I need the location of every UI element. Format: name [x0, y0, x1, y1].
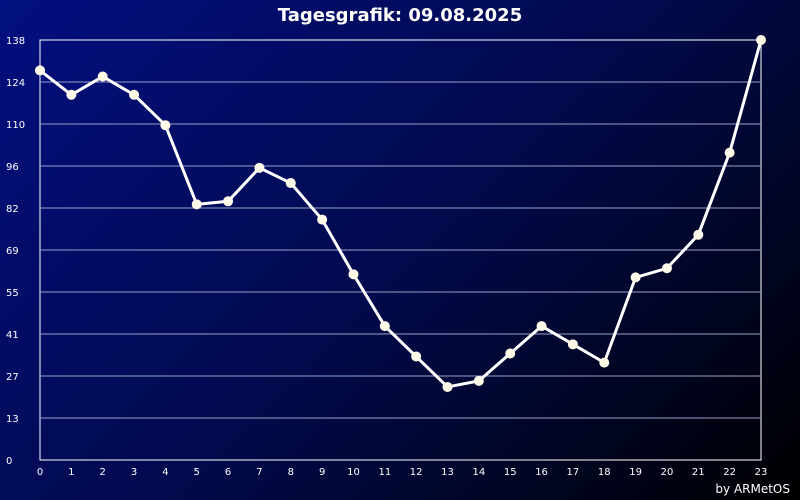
data-point [66, 89, 77, 100]
x-tick-label: 23 [755, 467, 768, 478]
x-tick-label: 15 [504, 467, 517, 478]
data-point [411, 351, 422, 362]
data-point [129, 89, 140, 100]
data-point [317, 214, 328, 225]
chart-title: Tagesgrafik: 09.08.2025 [277, 5, 523, 26]
x-tick-label: 17 [567, 467, 580, 478]
y-tick-label: 82 [6, 204, 19, 215]
data-point [379, 321, 390, 332]
y-tick-label: 124 [6, 78, 25, 89]
data-point [630, 272, 641, 283]
data-point [756, 35, 766, 45]
data-point [35, 65, 45, 76]
y-tick-label: 69 [6, 246, 19, 257]
data-point [599, 357, 610, 368]
data-point [348, 269, 359, 280]
y-tick-label: 96 [6, 162, 19, 173]
x-tick-label: 3 [131, 467, 137, 478]
x-tick-label: 20 [661, 467, 674, 478]
x-tick-label: 21 [692, 467, 705, 478]
data-point [473, 375, 484, 386]
x-tick-label: 13 [441, 467, 454, 478]
data-point [661, 263, 672, 274]
data-point [223, 196, 234, 207]
data-point [254, 162, 265, 173]
y-tick-label: 0 [6, 456, 12, 467]
x-tick-label: 6 [225, 467, 231, 478]
data-point [536, 321, 547, 332]
data-point [97, 71, 108, 82]
x-tick-label: 4 [162, 467, 168, 478]
data-point [160, 120, 171, 131]
data-point [505, 348, 516, 359]
x-tick-label: 14 [473, 467, 486, 478]
data-point [724, 147, 735, 158]
y-tick-label: 138 [6, 36, 25, 47]
y-tick-label: 55 [6, 288, 19, 299]
x-tick-label: 12 [410, 467, 423, 478]
data-point [442, 381, 453, 392]
data-point [191, 199, 202, 210]
x-tick-label: 2 [100, 467, 106, 478]
x-tick-label: 9 [319, 467, 325, 478]
y-tick-label: 13 [6, 414, 19, 425]
y-tick-label: 27 [6, 372, 19, 383]
data-points [35, 35, 766, 392]
x-tick-label: 5 [194, 467, 200, 478]
data-point [567, 339, 578, 350]
y-tick-label: 41 [6, 330, 19, 341]
x-tick-label: 19 [629, 467, 642, 478]
x-tick-label: 11 [378, 467, 391, 478]
series-line [39, 39, 763, 389]
x-tick-label: 10 [347, 467, 360, 478]
grid-lines [40, 81, 761, 419]
data-point [693, 229, 704, 240]
x-tick-label: 22 [723, 467, 736, 478]
x-tick-label: 16 [535, 467, 548, 478]
x-tick-label: 0 [37, 467, 43, 478]
y-tick-label: 110 [6, 120, 25, 131]
x-tick-label: 7 [256, 467, 262, 478]
data-point [285, 178, 296, 189]
y-axis-tick-labels: 0 13 27 41 55 69 82 96 110 124 138 [6, 36, 25, 467]
x-axis-tick-labels: 0 1 2 3 4 5 6 7 8 9 10 11 12 13 14 15 16 17 18 19 20 21 22 23 [37, 467, 768, 478]
x-tick-label: 1 [68, 467, 74, 478]
x-tick-label: 8 [288, 467, 294, 478]
credit-text: by ARMetOS [715, 482, 790, 496]
x-tick-label: 18 [598, 467, 611, 478]
